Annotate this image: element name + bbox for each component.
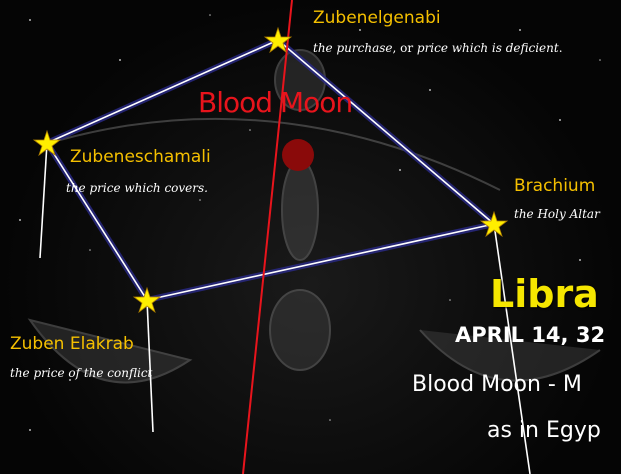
meaning-part: , or (392, 41, 416, 55)
title: Libra (490, 272, 599, 316)
blood-moon (282, 139, 314, 171)
meaning-part: the price of the conflict (10, 366, 152, 380)
caption-line: Blood Moon - M (412, 372, 582, 397)
blood-moon-label: Blood Moon (198, 86, 352, 119)
star-name: Brachium (514, 176, 595, 196)
meaning-part: . (559, 41, 563, 55)
date: APRIL 14, 32 (455, 323, 605, 347)
meaning-part: the purchase (313, 41, 392, 55)
meaning-part: price which is deficient (417, 41, 559, 55)
meaning-part: the price which covers. (66, 181, 208, 195)
caption-line: as in Egyp (487, 418, 601, 443)
star-name: Zubeneschamali (70, 147, 211, 167)
star-meaning: the price which covers. (66, 181, 208, 195)
star-meaning: the Holy Altar (514, 207, 600, 221)
star-name: Zubenelgenabi (313, 8, 441, 28)
scene: Blood Moon Zubenelgenabi the purchase, o… (0, 0, 621, 474)
star-name: Zuben Elakrab (10, 334, 134, 354)
meaning-part: the Holy Altar (514, 207, 600, 221)
star-meaning: the purchase, or price which is deficien… (313, 41, 563, 55)
sky-drawing (0, 0, 621, 474)
constellation-glow (47, 40, 494, 300)
constellation-stars (34, 28, 507, 312)
star-meaning: the price of the conflict (10, 366, 152, 380)
